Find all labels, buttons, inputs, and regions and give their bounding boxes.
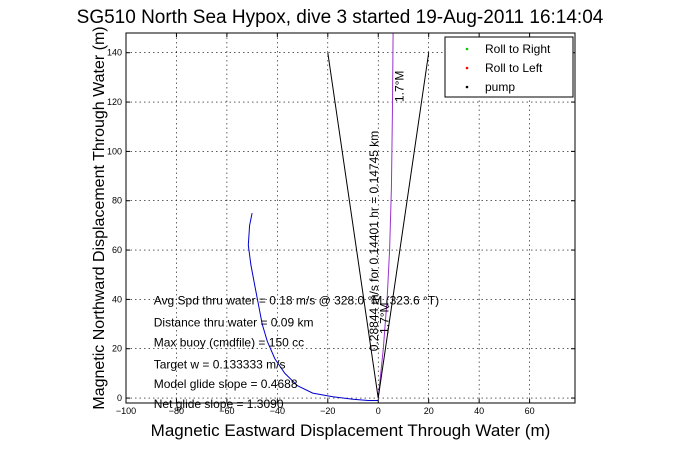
- y-axis-label: Magnetic Northward Displacement Through …: [91, 26, 108, 409]
- legend-marker: [465, 66, 469, 70]
- y-tick-label: 20: [112, 344, 122, 354]
- x-tick-label: 60: [525, 406, 535, 416]
- x-tick-label: −40: [270, 406, 285, 416]
- x-tick-label: 40: [474, 406, 484, 416]
- series-line: [327, 52, 430, 399]
- chart-annotation: Target w = 0.133333 m/s: [154, 357, 286, 371]
- annotations: Avg Spd thru water = 0.18 m/s @ 328.0 °M…: [154, 71, 439, 411]
- chart-annotation: 0.28844 m/s for 0.14401 hr = 0.14745 km: [367, 131, 381, 351]
- legend-label: pump: [485, 80, 515, 94]
- x-tick-label: −20: [320, 406, 335, 416]
- x-axis-label: Magnetic Eastward Displacement Through W…: [151, 421, 551, 440]
- y-tick-label: 0: [117, 393, 122, 403]
- chart-annotation: 1.7°M: [377, 302, 391, 333]
- chart-annotation: Net glide slope = 1.3090: [154, 397, 284, 411]
- x-tick-label: −100: [116, 406, 136, 416]
- chart-annotation: Distance thru water = 0.09 km: [154, 316, 314, 330]
- legend-marker: [465, 85, 469, 89]
- y-tick-label: 60: [112, 245, 122, 255]
- x-tick-label: −60: [219, 406, 234, 416]
- chart-annotation: Max buoy (cmdfile) = 150 cc: [154, 335, 304, 349]
- chart-annotation: Model glide slope = 0.4688: [154, 377, 298, 391]
- series-line: [247, 213, 379, 401]
- y-tick-label: 40: [112, 294, 122, 304]
- chart-annotation: Avg Spd thru water = 0.18 m/s @ 328.0 °M…: [154, 293, 439, 307]
- legend: Roll to Right Roll to Left pump: [444, 36, 574, 98]
- legend-label: Roll to Left: [485, 61, 543, 75]
- axes-box: [125, 32, 576, 404]
- x-tick-label: −80: [169, 406, 184, 416]
- series-line: [377, 32, 394, 399]
- y-tick-label: 80: [112, 196, 122, 206]
- y-tick-label: 100: [107, 146, 122, 156]
- axis-ticks: −100 −80 −60 −40 −20 0 20 40 60 0 20 40 60 80 100 120 14…: [107, 33, 575, 416]
- legend-marker: [465, 47, 469, 51]
- y-tick-label: 120: [107, 97, 122, 107]
- x-tick-label: 0: [376, 406, 381, 416]
- chart-annotation: 1.7°M: [392, 71, 406, 102]
- x-tick-label: 20: [424, 406, 434, 416]
- plot-lines: [247, 32, 430, 401]
- y-tick-label: 140: [107, 48, 122, 58]
- chart-title: SG510 North Sea Hypox, dive 3 started 19…: [77, 7, 604, 28]
- legend-label: Roll to Right: [485, 42, 551, 56]
